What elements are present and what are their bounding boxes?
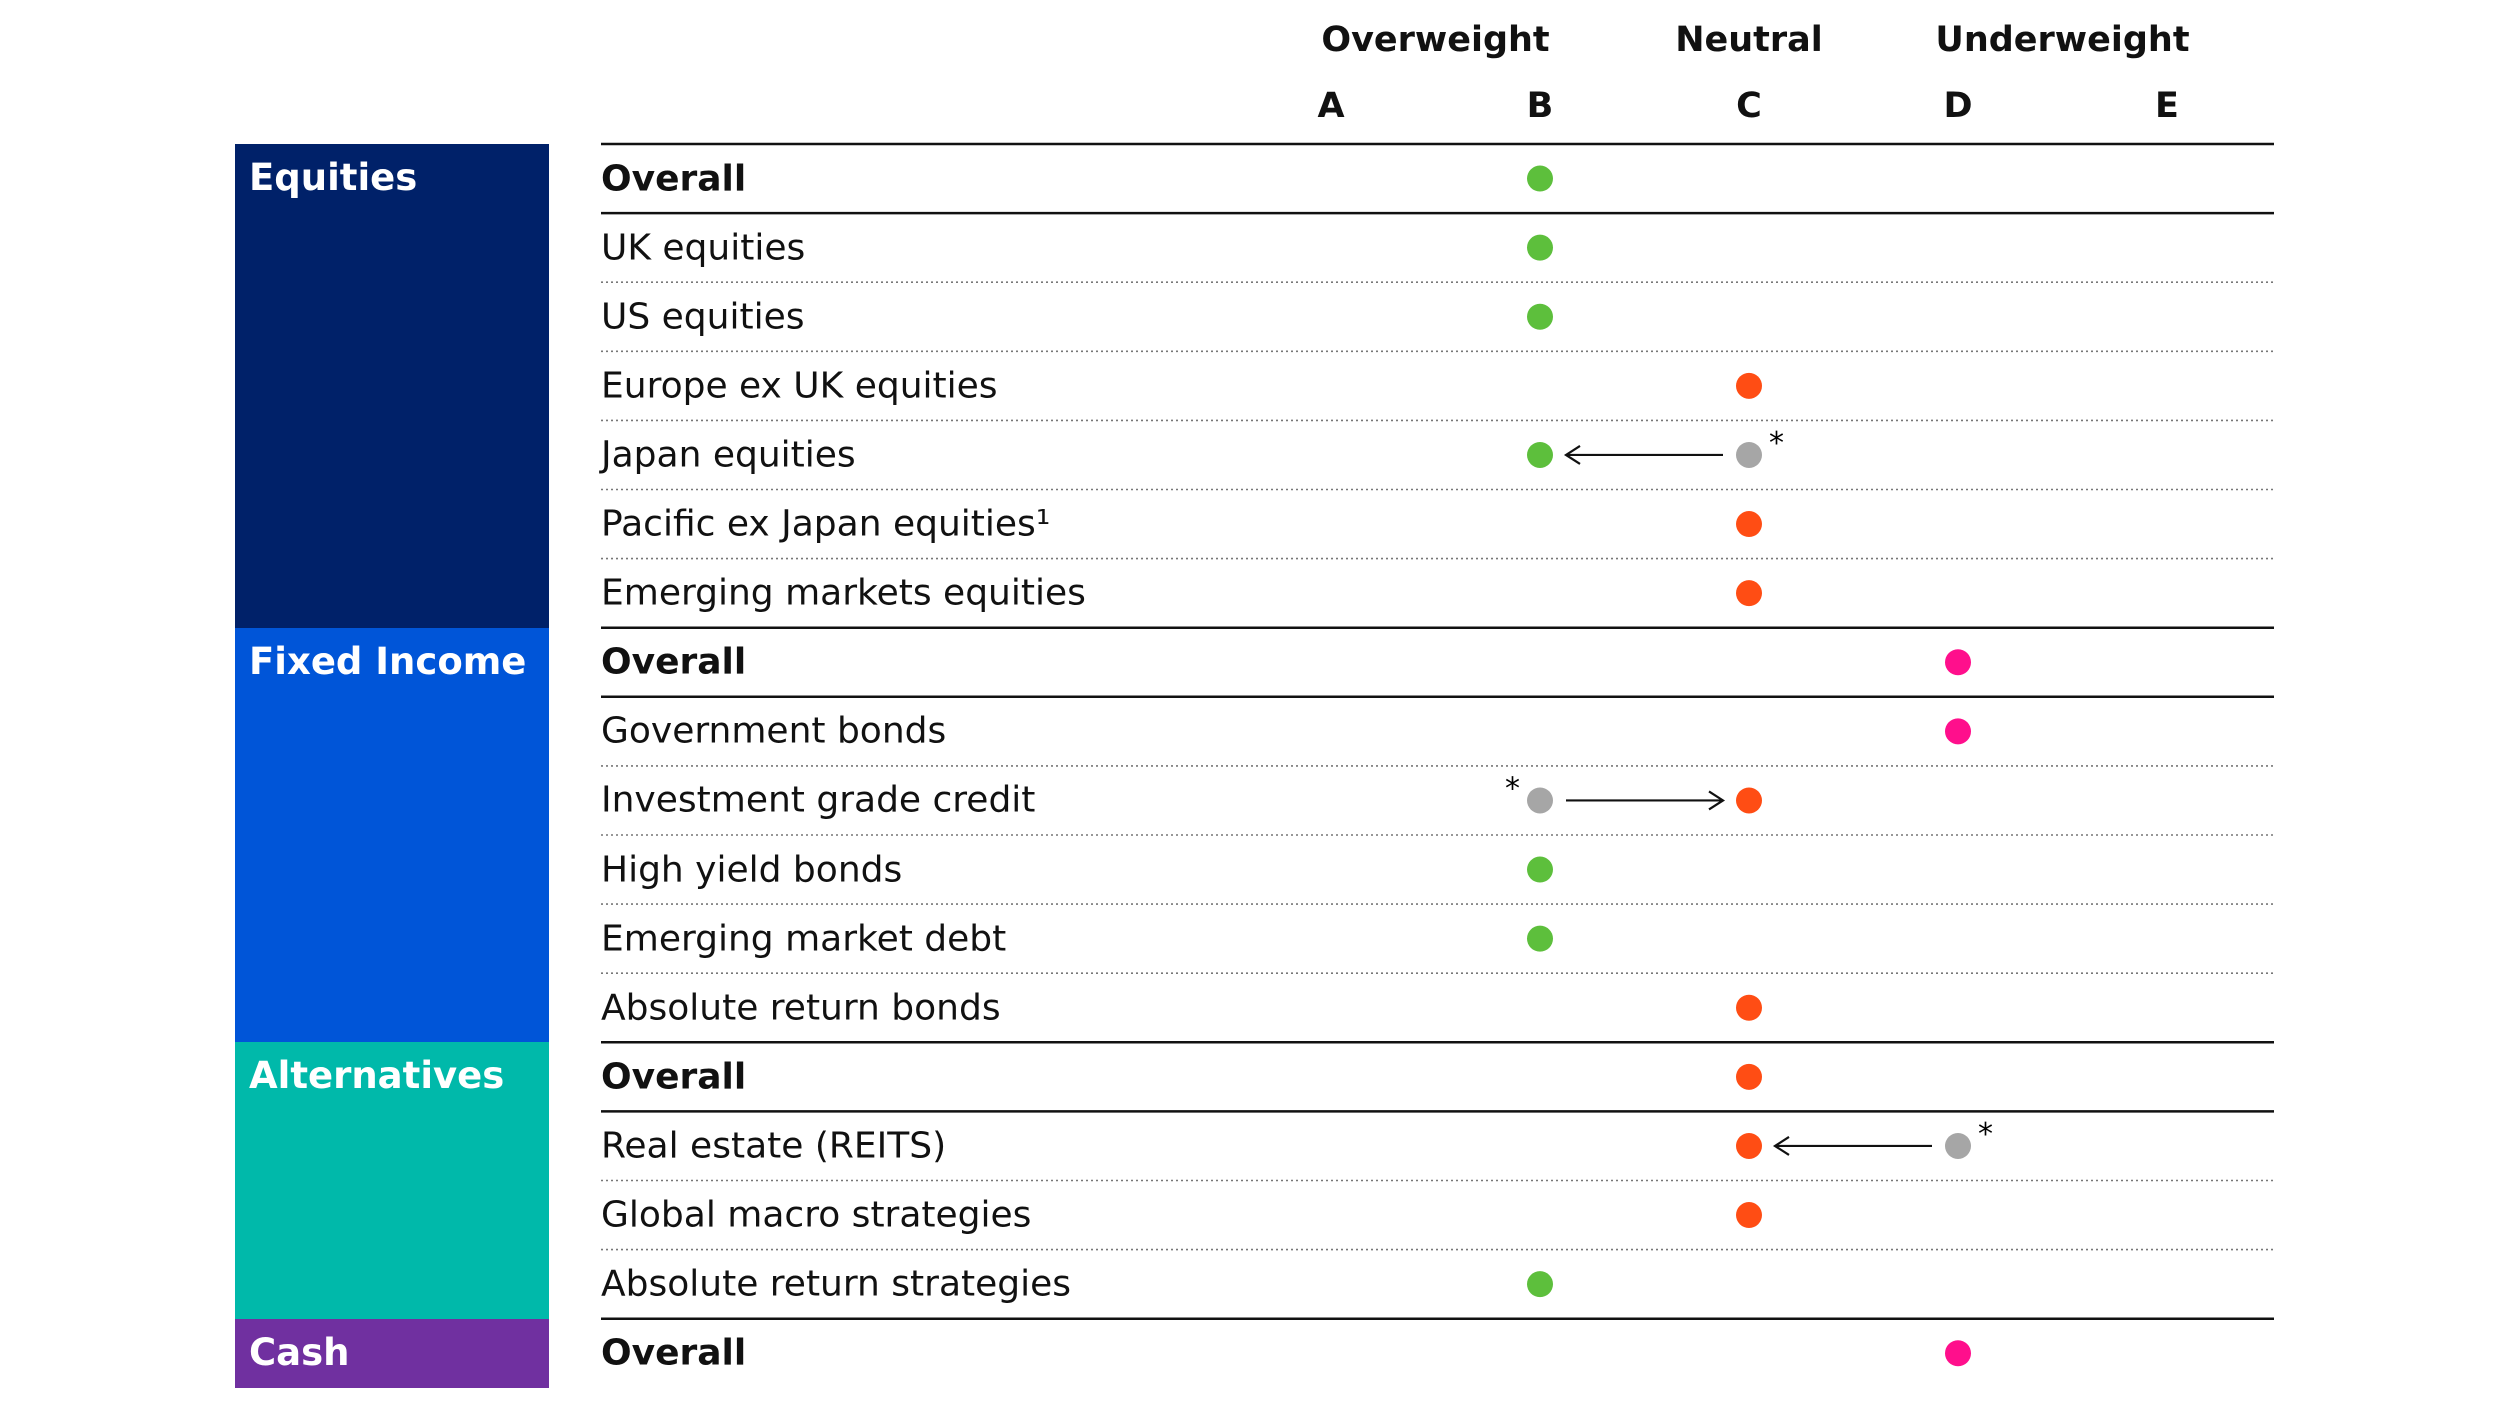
row-label: High yield bonds xyxy=(601,849,903,891)
group-header: Overweight xyxy=(1321,20,1550,60)
column-header: B xyxy=(1526,86,1554,126)
allocation-dot xyxy=(1945,1340,1971,1367)
previous-marker: * xyxy=(1769,426,1784,461)
previous-position-dot xyxy=(1527,787,1553,814)
column-header: D xyxy=(1943,86,1973,126)
arrow-head xyxy=(1772,1136,1790,1156)
allocation-dot xyxy=(1736,1202,1762,1229)
row-label: Investment grade credit xyxy=(601,779,1036,821)
sector-block: Cash xyxy=(235,1318,549,1388)
allocation-dot xyxy=(1527,856,1553,883)
row-label: Overall xyxy=(601,158,747,200)
group-header: Neutral xyxy=(1675,20,1823,60)
allocation-dot xyxy=(1736,787,1762,814)
allocation-dot xyxy=(1736,372,1762,399)
row-label: Overall xyxy=(601,1056,747,1098)
allocation-dot xyxy=(1527,234,1553,261)
column-header: C xyxy=(1736,86,1762,126)
sector-block: Equities xyxy=(235,144,549,628)
row-label: Overall xyxy=(601,1332,747,1374)
previous-marker: * xyxy=(1978,1117,1993,1152)
allocation-dot xyxy=(1945,718,1971,745)
allocation-dot xyxy=(1527,165,1553,192)
arrow-head xyxy=(1563,445,1581,465)
row-label: Europe ex UK equities xyxy=(601,365,998,407)
previous-position-dot xyxy=(1945,1132,1971,1159)
row-label: Government bonds xyxy=(601,710,947,752)
row-label: Pacific ex Japan equities¹ xyxy=(601,503,1051,545)
row-label: Global macro strategies xyxy=(601,1194,1032,1236)
row-label: Absolute return strategies xyxy=(601,1263,1072,1305)
allocation-dot xyxy=(1527,1271,1553,1298)
sector-block: Alternatives xyxy=(235,1042,549,1319)
row-label: US equities xyxy=(601,296,805,338)
row-label: Real estate (REITS) xyxy=(601,1125,947,1167)
allocation-dot xyxy=(1736,580,1762,607)
row-label: Overall xyxy=(601,641,747,683)
row-label: Emerging markets equities xyxy=(601,572,1086,614)
row-label: Absolute return bonds xyxy=(601,987,1001,1029)
row-label: Emerging market debt xyxy=(601,918,1007,960)
allocation-dot xyxy=(1527,441,1553,468)
row-label: UK equities xyxy=(601,227,806,269)
allocation-dot xyxy=(1945,649,1971,676)
previous-position-dot xyxy=(1736,441,1762,468)
arrow-head xyxy=(1708,790,1726,811)
allocation-dot xyxy=(1736,994,1762,1021)
column-header: E xyxy=(2155,86,2179,126)
allocation-dot xyxy=(1736,1132,1762,1159)
allocation-dot xyxy=(1736,1063,1762,1090)
column-header: A xyxy=(1317,86,1345,126)
row-label: Japan equities xyxy=(601,434,856,476)
sector-block: Fixed Income xyxy=(235,627,549,1043)
previous-marker: * xyxy=(1505,771,1520,806)
allocation-dot xyxy=(1736,511,1762,538)
allocation-dot xyxy=(1527,925,1553,952)
group-header: Underweight xyxy=(1935,20,2190,60)
allocation-dot xyxy=(1527,303,1553,330)
